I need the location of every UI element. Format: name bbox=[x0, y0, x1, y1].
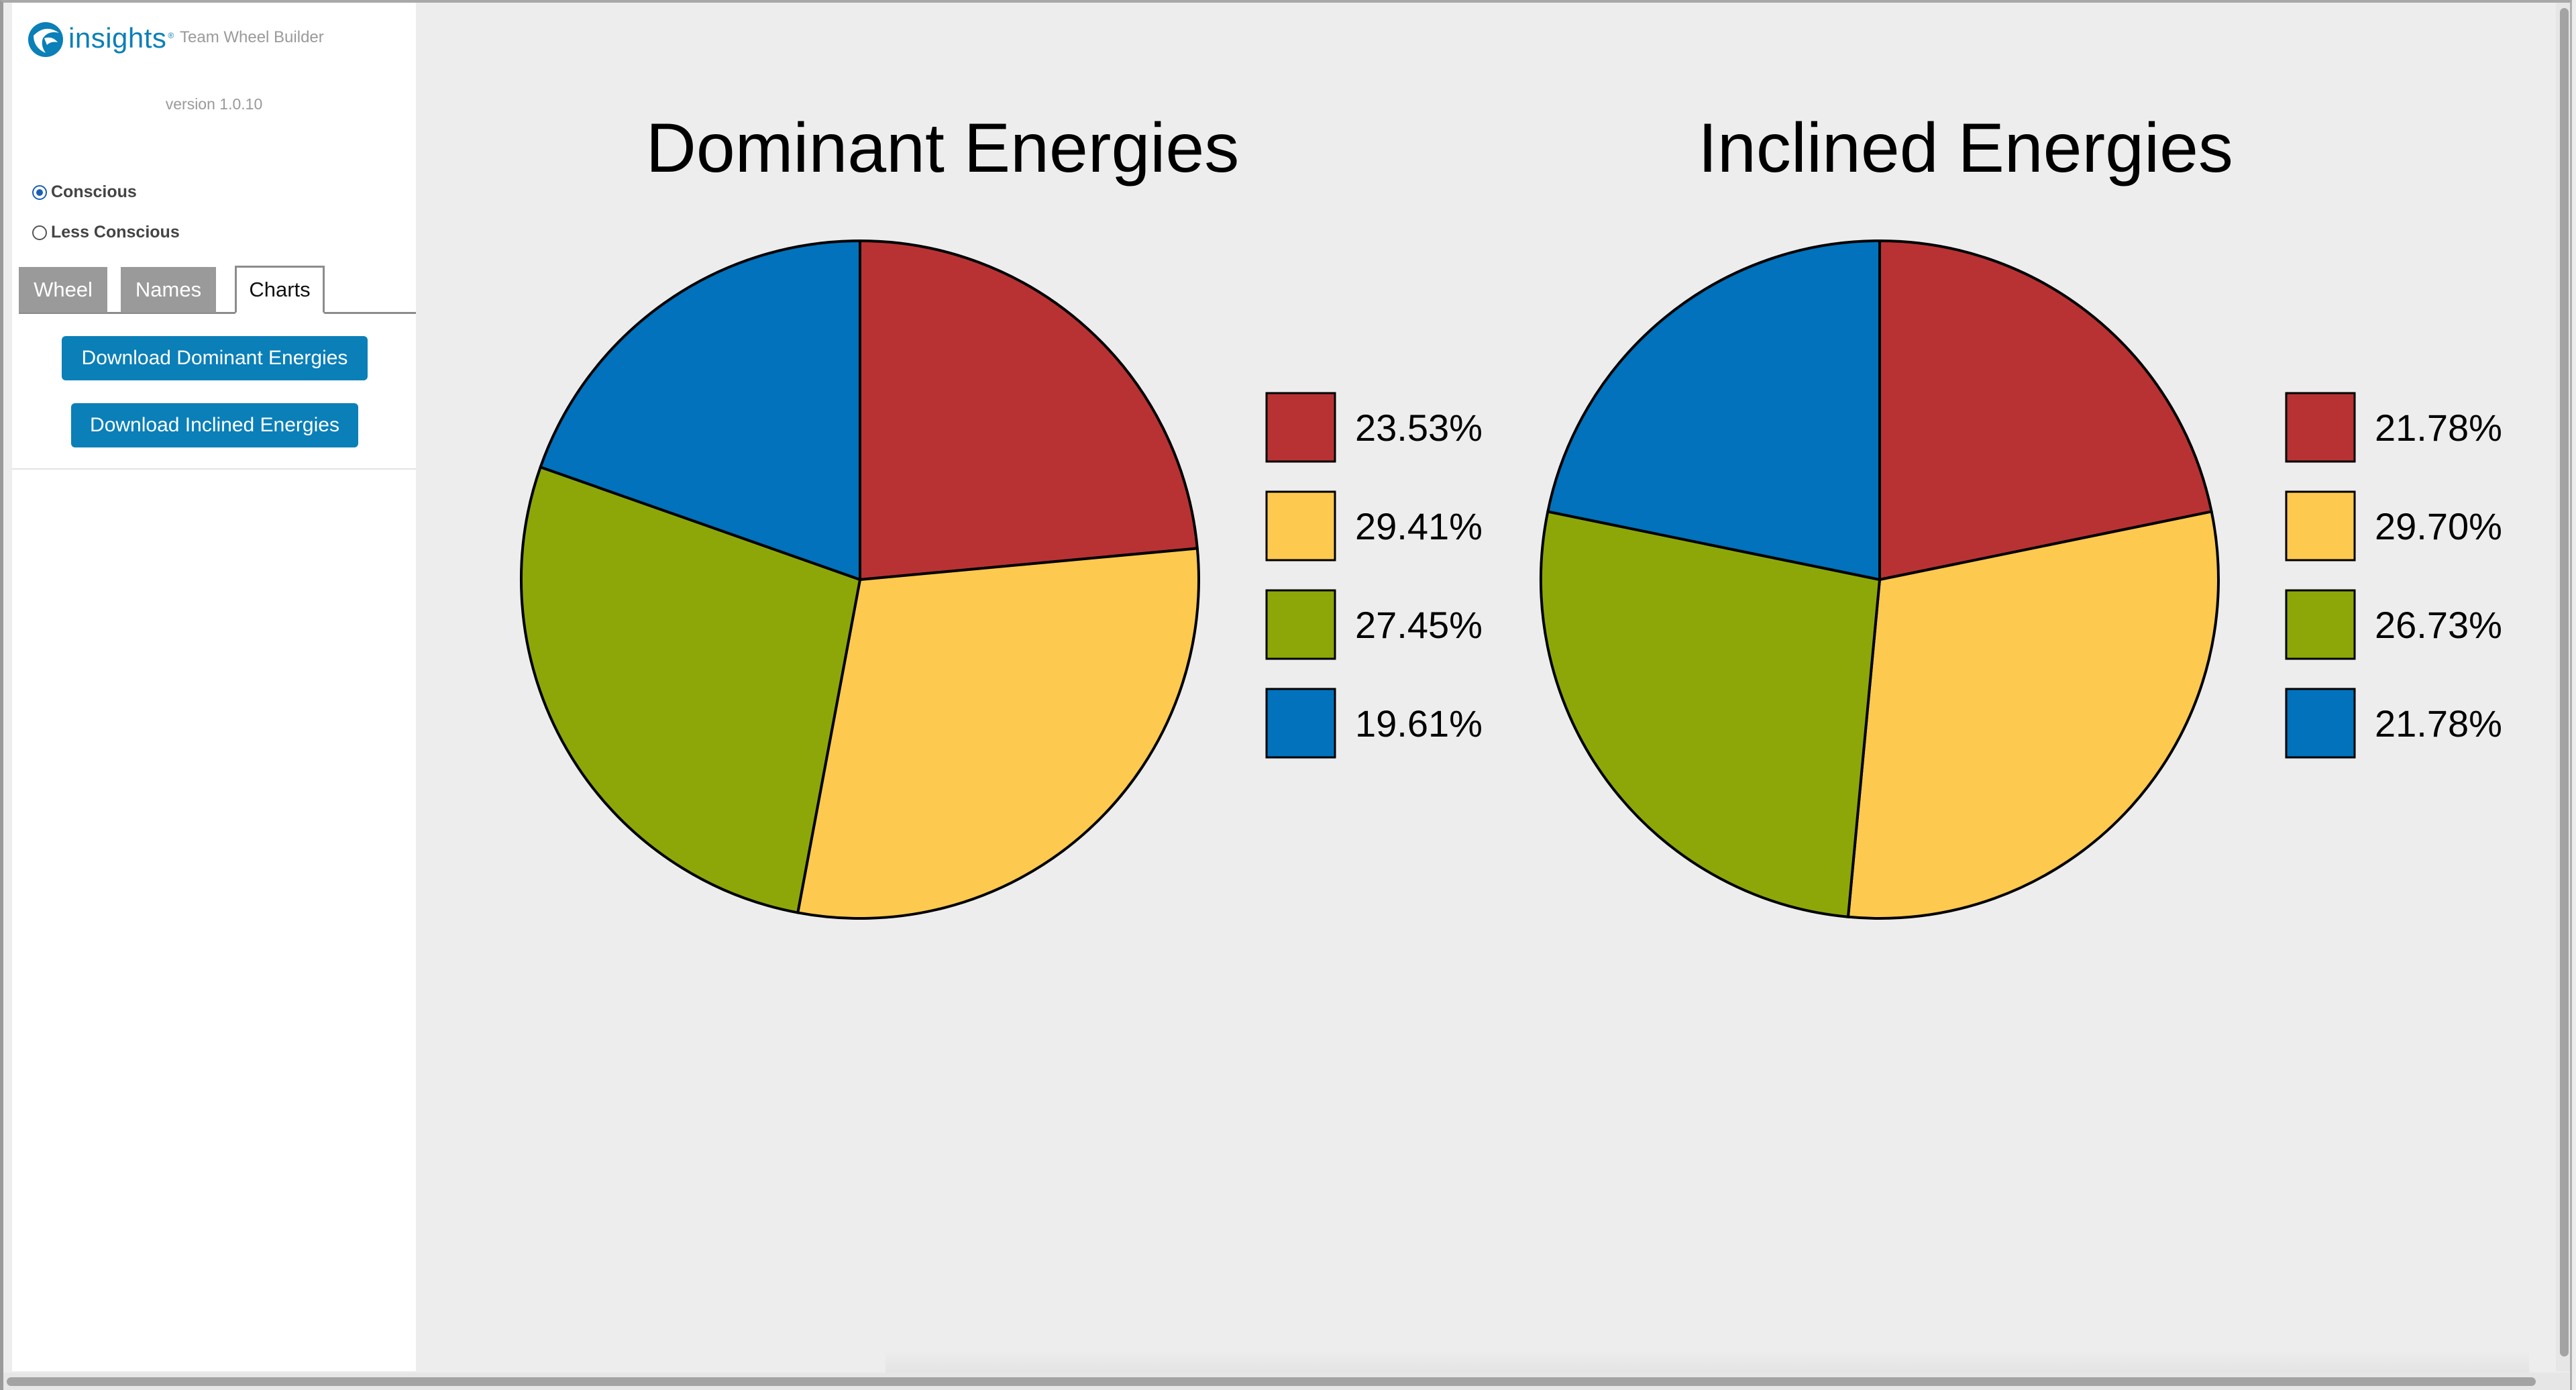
download-inclined-energies-button[interactable]: Download Inclined Energies bbox=[71, 403, 358, 447]
legend-swatch-inclined-green bbox=[2285, 589, 2356, 660]
legend-label-inclined-yellow: 29.70% bbox=[2375, 505, 2502, 547]
pie-slice-inclined-blue bbox=[1546, 239, 1881, 581]
charts-svg: 23.53% 29.41% 27.45% 19.61% 21.78% 29.70% 26.7… bbox=[520, 239, 2502, 920]
pie-slice-inclined-yellow bbox=[1846, 510, 2220, 920]
pie-slice-dominant-blue bbox=[539, 239, 861, 581]
insights-logo: insights ® bbox=[25, 15, 174, 62]
legend-label-dominant-red: 23.53% bbox=[1355, 407, 1483, 449]
legend-label-dominant-blue: 19.61% bbox=[1355, 702, 1483, 745]
insights-logo-icon bbox=[28, 22, 63, 57]
logo-text: insights bbox=[68, 22, 167, 54]
legend-label-dominant-green: 27.45% bbox=[1355, 604, 1483, 646]
sidebar-divider bbox=[12, 468, 416, 470]
chart-title-inclined: Inclined Energies bbox=[1698, 109, 2233, 187]
radio-conscious-circle[interactable] bbox=[32, 184, 47, 200]
chart-title-dominant: Dominant Energies bbox=[645, 109, 1240, 187]
legend-swatch-inclined-blue bbox=[2285, 688, 2356, 759]
version-label: version 1.0.10 bbox=[165, 95, 263, 113]
legend-swatch-dominant-yellow bbox=[1265, 490, 1336, 562]
pie-slice-dominant-yellow bbox=[796, 547, 1200, 920]
legend-label-inclined-green: 26.73% bbox=[2375, 604, 2502, 646]
pie-slice-inclined-green bbox=[1540, 510, 1881, 918]
tab-bar: Wheel Names Charts bbox=[19, 266, 416, 314]
legend-swatch-dominant-blue bbox=[1265, 688, 1336, 759]
logo-trademark: ® bbox=[168, 31, 174, 40]
legend-label-dominant-yellow: 29.41% bbox=[1355, 505, 1483, 547]
radio-conscious[interactable]: Conscious bbox=[32, 182, 137, 202]
legend-swatch-dominant-red bbox=[1265, 392, 1336, 463]
app-name: Team Wheel Builder bbox=[180, 28, 324, 46]
legend-label-inclined-blue: 21.78% bbox=[2375, 702, 2502, 745]
tab-wheel[interactable]: Wheel bbox=[19, 267, 107, 313]
sidebar: insights ® Team Wheel Builder version 1.… bbox=[12, 3, 416, 1371]
radio-less-conscious-circle[interactable] bbox=[32, 225, 47, 240]
vertical-scrollbar[interactable] bbox=[2556, 3, 2572, 1371]
tab-names[interactable]: Names bbox=[121, 267, 216, 313]
radio-less-conscious-label: Less Conscious bbox=[51, 223, 180, 242]
radio-less-conscious[interactable]: Less Conscious bbox=[32, 223, 180, 242]
tab-charts[interactable]: Charts bbox=[235, 266, 325, 314]
tab-bar-line bbox=[19, 312, 416, 314]
legend-swatch-dominant-green bbox=[1265, 589, 1336, 660]
pie-slice-dominant-red bbox=[859, 239, 1199, 581]
vertical-scrollbar-thumb[interactable] bbox=[2560, 8, 2569, 1356]
legend-swatch-inclined-yellow bbox=[2285, 490, 2356, 562]
legend-swatch-inclined-red bbox=[2285, 392, 2356, 463]
pie-slice-inclined-red bbox=[1878, 239, 2213, 581]
download-dominant-energies-button[interactable]: Download Dominant Energies bbox=[62, 336, 368, 380]
radio-conscious-label: Conscious bbox=[51, 182, 137, 201]
horizontal-scrollbar[interactable] bbox=[0, 1373, 2569, 1390]
horizontal-scrollbar-thumb[interactable] bbox=[7, 1377, 2536, 1386]
legend-label-inclined-red: 21.78% bbox=[2375, 407, 2502, 449]
pie-slice-dominant-green bbox=[520, 466, 861, 914]
charts-panel: Dominant Energies Inclined Energies 23.5… bbox=[416, 3, 2569, 1378]
